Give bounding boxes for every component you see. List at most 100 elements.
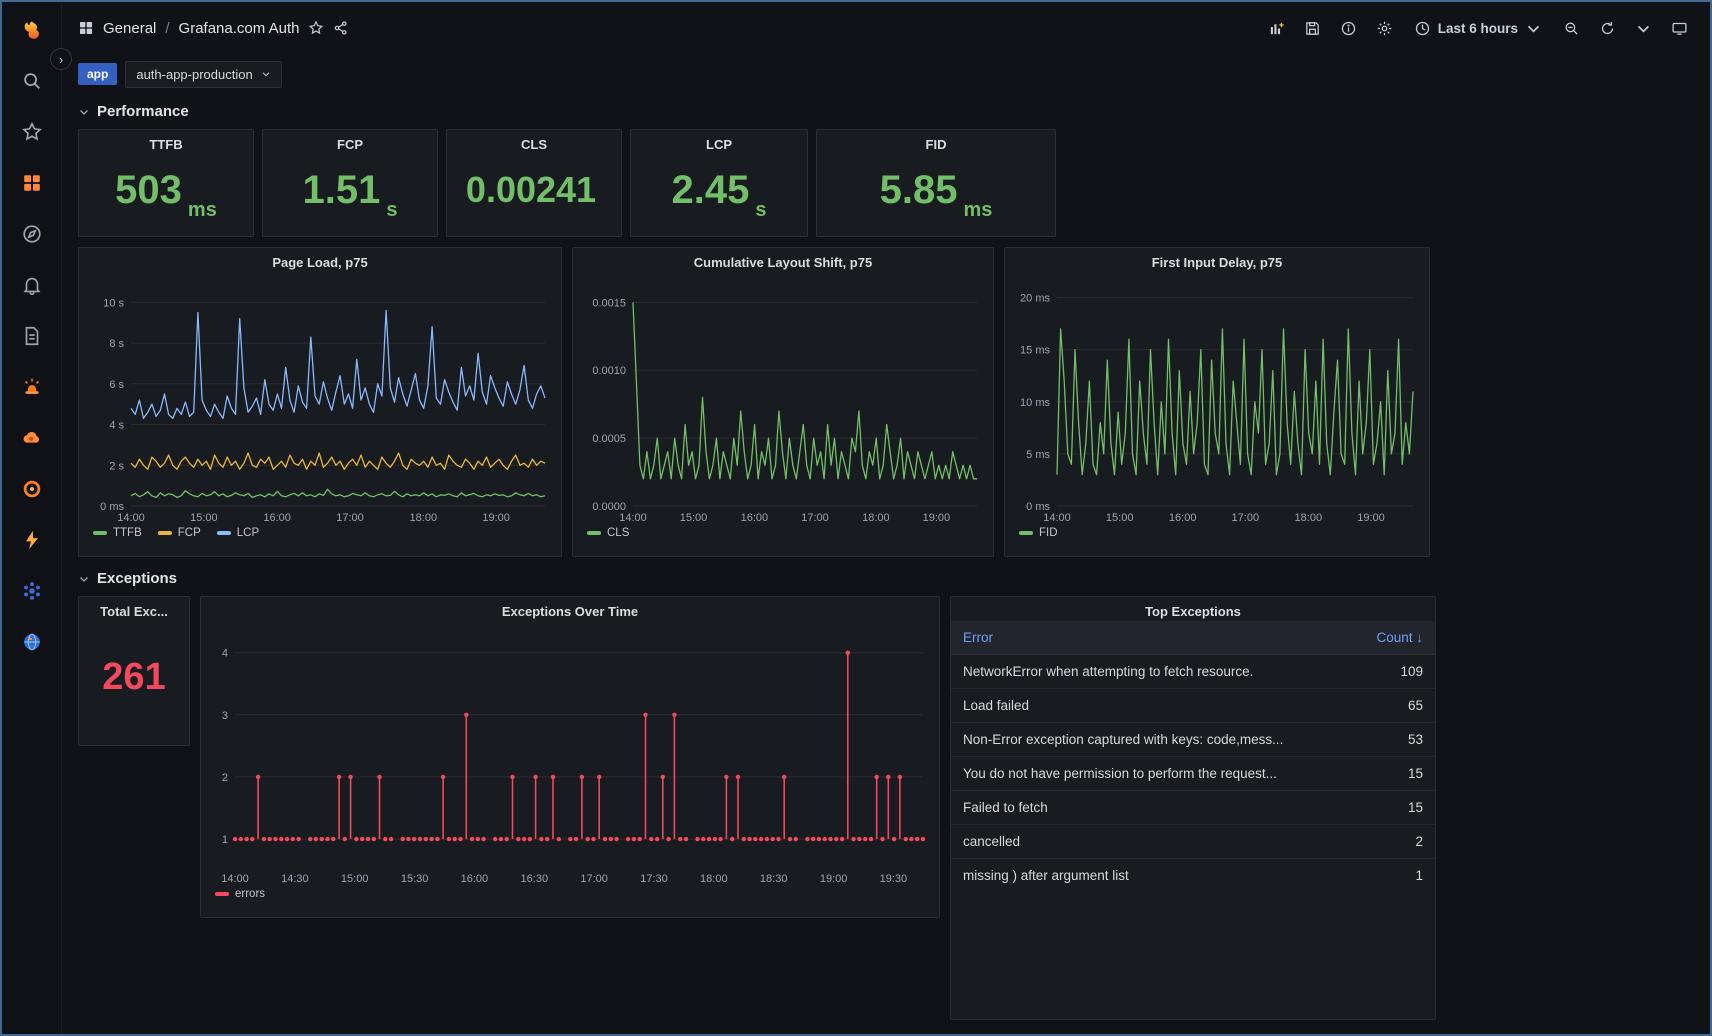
oncall-siren-icon[interactable] <box>19 374 45 400</box>
panel-title[interactable]: Cumulative Layout Shift, p75 <box>693 255 873 270</box>
svg-text:0.0000: 0.0000 <box>592 501 626 513</box>
panel-page-load: Page Load, p75 0 ms 2 s 4 s 6 s 8 s 10 s 14:00… <box>78 247 562 557</box>
svg-text:16:00: 16:00 <box>741 512 769 524</box>
panel-title[interactable]: FID <box>925 137 947 152</box>
svg-text:19:00: 19:00 <box>820 873 848 885</box>
svg-text:0.0010: 0.0010 <box>592 365 626 377</box>
error-cell: missing ) after argument list <box>951 858 1353 892</box>
app-variable-value: auth-app-production <box>136 66 253 82</box>
fid-chart[interactable]: 0 ms 5 ms 10 ms 15 ms 20 ms 14:00 15:00 16:00 17… <box>1013 274 1421 524</box>
svg-text:15:30: 15:30 <box>401 873 429 885</box>
svg-text:8 s: 8 s <box>109 338 124 350</box>
panel-title[interactable]: CLS <box>521 137 547 152</box>
panel-title[interactable]: First Input Delay, p75 <box>1151 255 1283 270</box>
time-range-picker[interactable]: Last 6 hours <box>1406 13 1550 43</box>
kiosk-tv-icon[interactable] <box>1664 13 1694 43</box>
legend-item[interactable]: CLS <box>587 527 629 539</box>
panel-title[interactable]: Exceptions Over Time <box>501 604 639 619</box>
add-panel-icon[interactable] <box>1262 13 1292 43</box>
settings-gear-icon[interactable] <box>1370 13 1400 43</box>
panel-title[interactable]: TTFB <box>149 137 183 152</box>
starred-icon[interactable] <box>19 119 45 145</box>
lightning-icon[interactable] <box>19 527 45 553</box>
search-icon[interactable] <box>19 68 45 94</box>
svg-text:2: 2 <box>222 772 228 784</box>
svg-text:15:00: 15:00 <box>680 512 708 524</box>
breadcrumb-dashboard-title[interactable]: Grafana.com Auth <box>178 19 300 37</box>
share-icon[interactable] <box>333 20 349 36</box>
svg-text:15:00: 15:00 <box>1106 512 1134 524</box>
save-icon[interactable] <box>1298 13 1328 43</box>
svg-text:4: 4 <box>222 648 228 660</box>
explore-compass-icon[interactable] <box>19 221 45 247</box>
star-outline-icon[interactable] <box>308 20 324 36</box>
dashboards-icon[interactable] <box>19 170 45 196</box>
legend-item[interactable]: errors <box>215 888 265 900</box>
svg-text:0 ms: 0 ms <box>1026 501 1050 513</box>
legend-swatch <box>1019 531 1033 535</box>
svg-text:15:00: 15:00 <box>190 512 218 524</box>
svg-text:10 s: 10 s <box>103 297 124 309</box>
svg-text:16:00: 16:00 <box>1169 512 1197 524</box>
panel-title[interactable]: LCP <box>706 137 732 152</box>
panel-title[interactable]: Total Exc... <box>100 604 168 619</box>
app-variable-select[interactable]: auth-app-production <box>125 60 282 88</box>
cloud-app-icon[interactable] <box>19 425 45 451</box>
breadcrumb-section[interactable]: General <box>103 19 157 37</box>
insights-icon[interactable] <box>1334 13 1364 43</box>
legend-item[interactable]: TTFB <box>93 527 142 539</box>
legend-item[interactable]: FID <box>1019 527 1058 539</box>
table-row[interactable]: cancelled 2 <box>951 824 1435 859</box>
legend-swatch <box>93 531 107 535</box>
svg-text:0.0015: 0.0015 <box>592 297 626 309</box>
table-row[interactable]: NetworkError when attempting to fetch re… <box>951 654 1435 689</box>
panel-top-exceptions: Top Exceptions Error Count ↓ NetworkErro… <box>950 596 1436 1020</box>
incident-ring-icon[interactable] <box>19 476 45 502</box>
panel-title[interactable]: Top Exceptions <box>1145 604 1241 619</box>
panel-title[interactable]: FCP <box>337 137 363 152</box>
svg-text:3: 3 <box>222 710 228 722</box>
chevron-down-icon <box>262 72 269 77</box>
sidebar-collapse-button[interactable]: › <box>50 48 72 70</box>
zoom-out-icon[interactable] <box>1556 13 1586 43</box>
svg-text:14:00: 14:00 <box>117 512 145 524</box>
table-row[interactable]: Load failed 65 <box>951 688 1435 723</box>
refresh-icon[interactable] <box>1592 13 1622 43</box>
svg-text:19:00: 19:00 <box>923 512 951 524</box>
alerting-bell-icon[interactable] <box>19 272 45 298</box>
table-row[interactable]: Non-Error exception captured with keys: … <box>951 722 1435 757</box>
column-header-error[interactable]: Error <box>951 621 1353 655</box>
globe-icon[interactable] <box>19 629 45 655</box>
error-cell: Non-Error exception captured with keys: … <box>951 722 1353 757</box>
stat-value: 5.85 ms <box>879 168 993 221</box>
panel-fid: First Input Delay, p75 0 ms 5 ms 10 ms 15 m… <box>1004 247 1430 557</box>
svg-text:18:30: 18:30 <box>760 873 788 885</box>
stat-panel-fid: FID 5.85 ms <box>816 129 1056 237</box>
grafana-logo-icon[interactable] <box>19 18 45 44</box>
cls-chart[interactable]: 0.0000 0.0005 0.0010 0.0015 14:00 15:00 16:00 1… <box>581 274 985 524</box>
legend-swatch <box>216 531 231 535</box>
svg-text:14:00: 14:00 <box>1043 512 1071 524</box>
page-load-chart[interactable]: 0 ms 2 s 4 s 6 s 8 s 10 s 14:00 15:00 16:00 17:00… <box>87 274 553 524</box>
cluster-icon[interactable] <box>19 578 45 604</box>
column-header-count[interactable]: Count ↓ <box>1352 621 1435 655</box>
document-icon[interactable] <box>19 323 45 349</box>
table-row[interactable]: missing ) after argument list 1 <box>951 858 1435 892</box>
panel-title[interactable]: Page Load, p75 <box>272 255 368 270</box>
svg-text:17:00: 17:00 <box>580 873 608 885</box>
apps-grid-icon[interactable] <box>78 20 94 36</box>
svg-text:17:00: 17:00 <box>336 512 364 524</box>
table-row[interactable]: You do not have permission to perform th… <box>951 756 1435 791</box>
chevron-down-icon <box>1527 25 1540 33</box>
count-cell: 65 <box>1352 688 1435 723</box>
exceptions-chart[interactable]: 1 2 3 4 14:00 14:30 15:00 15:30 16:00 16:30 17:00 1… <box>209 623 931 885</box>
section-performance[interactable]: Performance <box>78 103 1694 120</box>
section-exceptions[interactable]: Exceptions <box>78 570 1694 587</box>
refresh-interval-caret-icon[interactable] <box>1628 13 1658 43</box>
filter-tag[interactable]: app <box>78 63 118 85</box>
table-row[interactable]: Failed to fetch 15 <box>951 790 1435 825</box>
legend-item[interactable]: LCP <box>216 527 259 539</box>
stats-row: TTFB 503 ms FCP 1.51 s CLS 0.00241 LCP <box>78 129 1694 237</box>
legend-item[interactable]: FCP <box>157 527 201 539</box>
